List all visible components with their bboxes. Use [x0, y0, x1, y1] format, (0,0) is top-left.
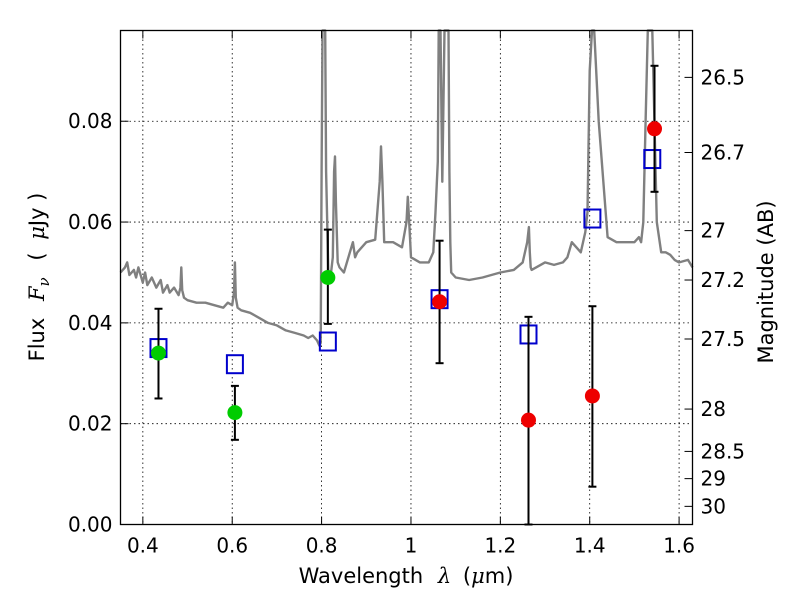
observed_nir-point: [520, 412, 536, 428]
y2-axis-title: Magnitude (AB): [754, 200, 778, 363]
y-axis-title-unit-rest: Jy ): [25, 193, 49, 229]
x-tick-label: 1.6: [663, 534, 695, 558]
observed_nir-point: [584, 388, 600, 404]
observed_optical-point: [227, 405, 243, 421]
y-tick-label: 0.02: [68, 412, 113, 436]
y2-tick-label: 27.2: [701, 268, 746, 292]
y-tick-label: 0.06: [68, 210, 113, 234]
y2-tick-label: 28.5: [701, 439, 746, 463]
x-tick-label: 0.8: [306, 534, 338, 558]
x-tick-label: 1.4: [574, 534, 606, 558]
x-tick-label: 1: [405, 534, 418, 558]
spectrum-line: [119, 29, 694, 347]
x-tick-label: 0.4: [127, 534, 159, 558]
x-axis-title: Wavelength λ (μm): [299, 564, 514, 588]
x-axis-title-text: Wavelength: [299, 564, 424, 588]
ticks-layer: 0.4 0.6 0.8 1 1.2 1.4 1.6 0.00 0.02 0.04 0.06 0.08 2…: [68, 30, 746, 558]
y-tick-label: 0.08: [68, 109, 113, 133]
model-square-marker: [225, 354, 244, 375]
y-tick-label: 0.00: [68, 513, 113, 537]
x-axis-title-symbol: λ: [437, 564, 451, 588]
x-tick-label: 1.2: [484, 534, 516, 558]
y2-tick-label: 26.5: [701, 65, 746, 89]
grid-layer: [120, 30, 693, 525]
y-axis-title-text: Flux: [25, 318, 49, 362]
y2-tick-label: 30: [701, 494, 726, 518]
y-axis-title-unit-open: (: [25, 252, 49, 260]
observed_nir-point: [432, 294, 448, 310]
y2-tick-label: 26.7: [701, 140, 746, 164]
y-axis-title-sub: ν: [35, 277, 53, 286]
spectrum-layer: [119, 29, 694, 347]
y2-tick-label: 27.5: [701, 327, 746, 351]
model-square-marker: [643, 149, 662, 170]
points-layer: [149, 64, 663, 526]
y-axis-title: Flux Fν ( μJy ): [25, 193, 54, 362]
y2-tick-label: 27: [701, 219, 726, 243]
observed_optical-point: [150, 345, 166, 361]
y2-tick-label: 29: [701, 467, 726, 491]
plot-frame: [119, 29, 694, 526]
model-square-marker: [583, 208, 602, 229]
x-axis-title-unit-open: (: [463, 564, 471, 588]
x-axis-title-unit-mu: μ: [471, 564, 485, 588]
model-square-marker: [318, 331, 337, 352]
x-tick-label: 0.6: [216, 534, 248, 558]
y-axis-title-unit-mu: μ: [25, 226, 49, 240]
y2-tick-label: 28: [701, 397, 726, 421]
y-tick-label: 0.04: [68, 311, 113, 335]
y-axis-title-symbol: F: [25, 285, 49, 302]
observed_nir-point: [647, 121, 663, 137]
x-axis-title-unit-rest: m): [485, 564, 514, 588]
observed_optical-point: [320, 270, 336, 285]
